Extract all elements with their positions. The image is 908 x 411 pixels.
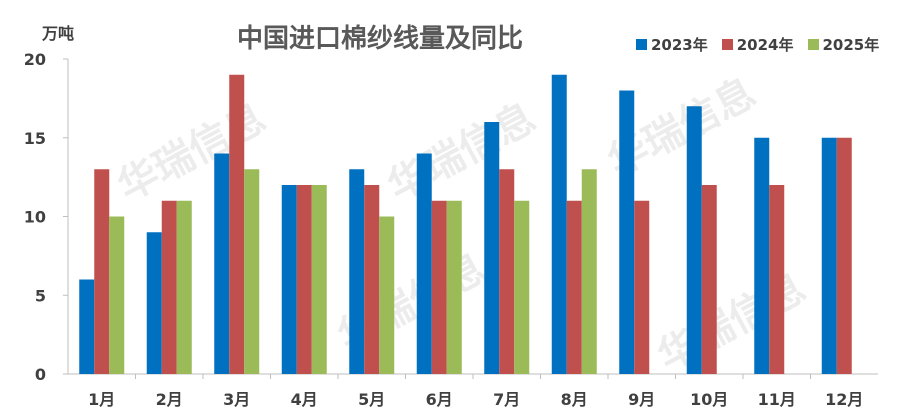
bar-2023年-10月 xyxy=(686,106,702,374)
bar-2025年-3月 xyxy=(244,169,260,374)
x-tick-label: 7月 xyxy=(493,390,520,409)
bar-2025年-4月 xyxy=(311,185,327,374)
legend-label-2023: 2023年 xyxy=(651,36,708,54)
x-tick-label: 12月 xyxy=(825,390,863,409)
bar-2024年-7月 xyxy=(499,169,515,374)
legend-label-2025: 2025年 xyxy=(822,36,880,54)
bar-2024年-10月 xyxy=(701,185,717,374)
bar-2023年-5月 xyxy=(349,169,365,374)
x-tick-label: 1月 xyxy=(88,390,115,409)
y-tick-label: 10 xyxy=(24,208,46,227)
bar-2023年-7月 xyxy=(484,122,500,374)
bar-2023年-12月 xyxy=(821,137,837,374)
legend-label-2024: 2024年 xyxy=(736,36,794,54)
legend-swatch-2024 xyxy=(721,39,733,50)
x-tick-label: 9月 xyxy=(628,390,655,409)
bar-2025年-5月 xyxy=(379,216,395,374)
bar-2024年-5月 xyxy=(364,185,380,374)
bar-2025年-8月 xyxy=(581,169,597,374)
legend-item-2023: 2023年 xyxy=(636,34,708,55)
x-tick-label: 11月 xyxy=(758,390,796,409)
bar-2025年-7月 xyxy=(514,200,530,374)
x-tick-label: 8月 xyxy=(561,390,588,409)
legend-item-2024: 2024年 xyxy=(721,34,794,55)
legend-swatch-2023 xyxy=(636,39,647,50)
bar-2023年-6月 xyxy=(416,153,432,374)
bar-2023年-1月 xyxy=(79,279,95,374)
bar-2024年-12月 xyxy=(836,137,852,374)
bar-2023年-2月 xyxy=(146,232,162,374)
bar-2023年-11月 xyxy=(754,137,770,374)
bar-2024年-8月 xyxy=(566,200,582,374)
chart-title: 中国进口棉纱线量及同比 xyxy=(236,24,523,54)
x-tick-label: 3月 xyxy=(223,390,250,409)
x-tick-label: 6月 xyxy=(426,390,453,409)
legend-swatch-2025 xyxy=(807,39,819,50)
bar-2025年-1月 xyxy=(109,216,125,374)
bar-2024年-3月 xyxy=(229,74,245,374)
x-tick-label: 10月 xyxy=(690,390,728,409)
bar-2025年-6月 xyxy=(446,200,462,374)
x-tick-label: 4月 xyxy=(291,390,318,409)
y-tick-label: 20 xyxy=(24,50,46,69)
bar-2024年-2月 xyxy=(161,200,177,374)
x-tick-label: 5月 xyxy=(358,390,385,409)
bar-2023年-3月 xyxy=(214,153,230,374)
bar-2024年-1月 xyxy=(94,169,110,374)
bar-2023年-4月 xyxy=(281,185,297,374)
legend: 2023年 2024年 2025年 xyxy=(636,34,879,55)
bar-2023年-9月 xyxy=(619,90,635,374)
bar-2024年-6月 xyxy=(431,200,447,374)
y-tick-label: 5 xyxy=(35,286,46,305)
bar-2025年-2月 xyxy=(176,200,192,374)
x-tick-label: 2月 xyxy=(156,390,183,409)
y-axis-unit-label: 万吨 xyxy=(42,24,75,43)
bar-2023年-8月 xyxy=(551,74,567,374)
y-tick-label: 15 xyxy=(24,129,46,148)
bar-2024年-4月 xyxy=(296,185,312,374)
y-tick-label: 0 xyxy=(35,365,46,384)
bar-2024年-9月 xyxy=(634,200,650,374)
legend-item-2025: 2025年 xyxy=(807,34,880,55)
bar-2024年-11月 xyxy=(769,185,785,374)
